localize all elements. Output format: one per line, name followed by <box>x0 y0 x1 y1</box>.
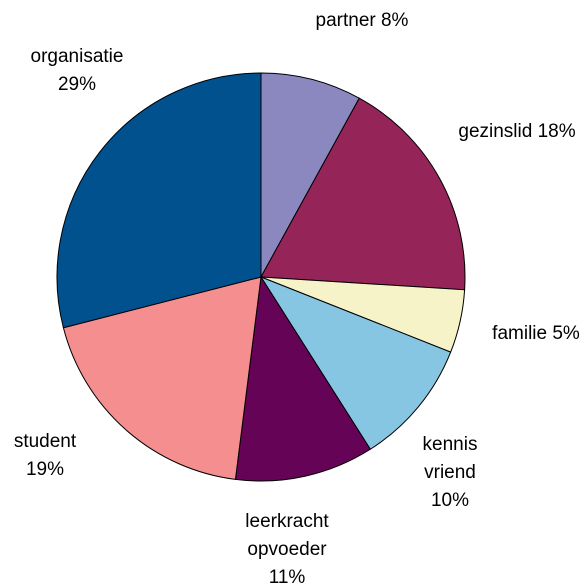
slice-label-line: vriend <box>424 462 476 483</box>
slice-label-line: 11% <box>269 567 306 585</box>
slice-label-gezinslid: gezinslid 18% <box>458 121 575 142</box>
slice-label-line: student <box>14 431 77 452</box>
pie-slice-leerkracht-opvoeder <box>234 275 372 482</box>
slice-label-line: 29% <box>58 74 96 95</box>
slice-label-kennis-vriend: kennis vriend 10% <box>423 434 478 511</box>
slice-label-line: organisatie <box>31 46 124 67</box>
slice-label-familie: familie 5% <box>492 323 580 344</box>
pie-slice-partner <box>260 72 360 278</box>
slice-label-leerkracht-opvoeder: leerkracht opvoeder 11% <box>245 511 329 585</box>
pie-slice-gezinslid <box>260 97 466 291</box>
slice-label-line: 19% <box>26 459 64 480</box>
pie-slice-kennis-vriend <box>259 275 452 450</box>
pie-slice-student <box>62 276 262 480</box>
slice-label-line: partner 8% <box>316 10 409 31</box>
slice-label-partner: partner 8% <box>316 10 409 31</box>
slice-label-student: student 19% <box>14 431 77 480</box>
slice-label-line: kennis <box>423 434 478 455</box>
slice-label-line: 10% <box>431 490 469 511</box>
slice-label-line: opvoeder <box>247 539 327 560</box>
slice-label-line: leerkracht <box>245 511 329 532</box>
pie-slices <box>56 72 466 482</box>
slice-label-line: familie 5% <box>492 323 580 344</box>
slice-label-organisatie: organisatie 29% <box>31 46 124 95</box>
pie-labels: partner 8% gezinslid 18% familie 5% kennis v… <box>14 10 580 585</box>
pie-slice-organisatie <box>56 72 262 329</box>
slice-label-line: gezinslid 18% <box>458 121 575 142</box>
